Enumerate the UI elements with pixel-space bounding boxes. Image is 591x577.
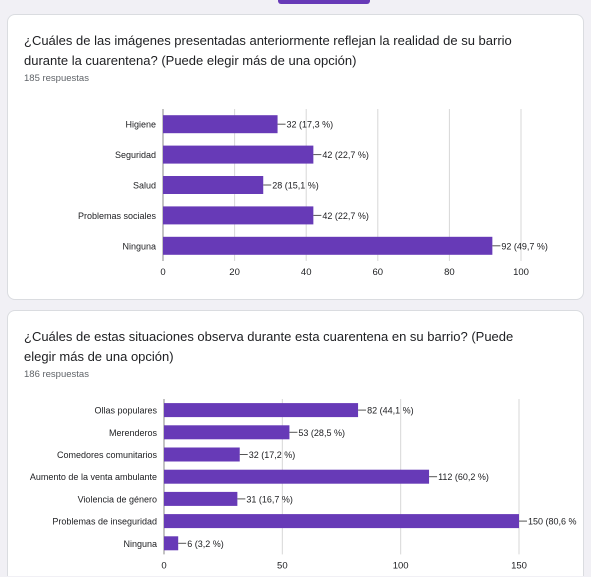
category-label: Seguridad: [115, 150, 156, 160]
bar-chart-2: 0 50 100 150 Ollas populares 82 (44,1 %) Meren…: [30, 399, 577, 571]
data-label: 112 (60,2 %): [438, 472, 489, 482]
data-label: 32 (17,3 %): [287, 120, 334, 130]
data-label: 6 (3,2 %): [187, 539, 224, 549]
category-label: Violencia de género: [78, 494, 157, 504]
category-label: Ninguna: [122, 241, 156, 251]
data-label: 82 (44,1 %): [367, 406, 414, 416]
x-tick-label: 0: [160, 267, 165, 278]
x-tick-label: 20: [229, 267, 240, 278]
bar: [164, 403, 359, 418]
bar: [163, 145, 314, 164]
bar: [164, 447, 240, 462]
bar: [163, 236, 493, 255]
response-count: 186 respuestas: [24, 369, 89, 380]
bar: [163, 176, 264, 194]
data-label: 42 (22,7 %): [322, 150, 369, 160]
active-tab-indicator: [278, 0, 370, 4]
data-label: 92 (49,7 %): [501, 241, 548, 251]
category-label: Problemas de inseguridad: [52, 517, 157, 527]
data-label: 31 (16,7 %): [246, 494, 293, 504]
data-label: 28 (15,1 %): [272, 181, 319, 191]
bar-chart-1: 0 20 40 60 80 100 Higiene 32 (17,3 %) Seguridad 4…: [78, 109, 548, 278]
question-card-2: ¿Cuáles de estas situaciones observa dur…: [7, 310, 584, 576]
data-label: 150 (80,6 %: [528, 517, 577, 527]
x-tick-label: 100: [513, 267, 529, 278]
category-label: Aumento de la venta ambulante: [30, 472, 157, 482]
category-label: Problemas sociales: [78, 211, 157, 221]
x-tick-label: 60: [373, 267, 384, 278]
data-label: 32 (17,2 %): [249, 450, 296, 460]
bar: [164, 425, 290, 440]
question-title: ¿Cuáles de las imágenes presentadas ante…: [24, 33, 512, 68]
data-label: 53 (28,5 %): [298, 428, 345, 438]
category-label: Salud: [133, 181, 156, 191]
x-tick-label: 0: [161, 560, 166, 571]
category-label: Comedores comunitarios: [57, 450, 158, 460]
data-label: 42 (22,7 %): [322, 211, 369, 221]
category-label: Ninguna: [123, 539, 157, 549]
response-count: 185 respuestas: [24, 73, 89, 84]
x-tick-label: 80: [444, 267, 455, 278]
category-label: Higiene: [125, 120, 156, 130]
bar: [164, 469, 430, 484]
x-tick-label: 40: [301, 267, 312, 278]
bar: [163, 206, 314, 225]
bar: [164, 536, 179, 551]
question-title: ¿Cuáles de estas situaciones observa dur…: [24, 329, 514, 364]
bar: [164, 514, 519, 529]
x-tick-label: 50: [277, 560, 288, 571]
bar: [164, 491, 238, 506]
x-tick-label: 150: [511, 560, 527, 571]
top-bar: [0, 0, 591, 10]
category-label: Merenderos: [109, 428, 158, 438]
question-card-1: ¿Cuáles de las imágenes presentadas ante…: [7, 14, 584, 300]
x-tick-label: 100: [393, 560, 409, 571]
category-label: Ollas populares: [94, 406, 157, 416]
bar: [163, 115, 278, 134]
